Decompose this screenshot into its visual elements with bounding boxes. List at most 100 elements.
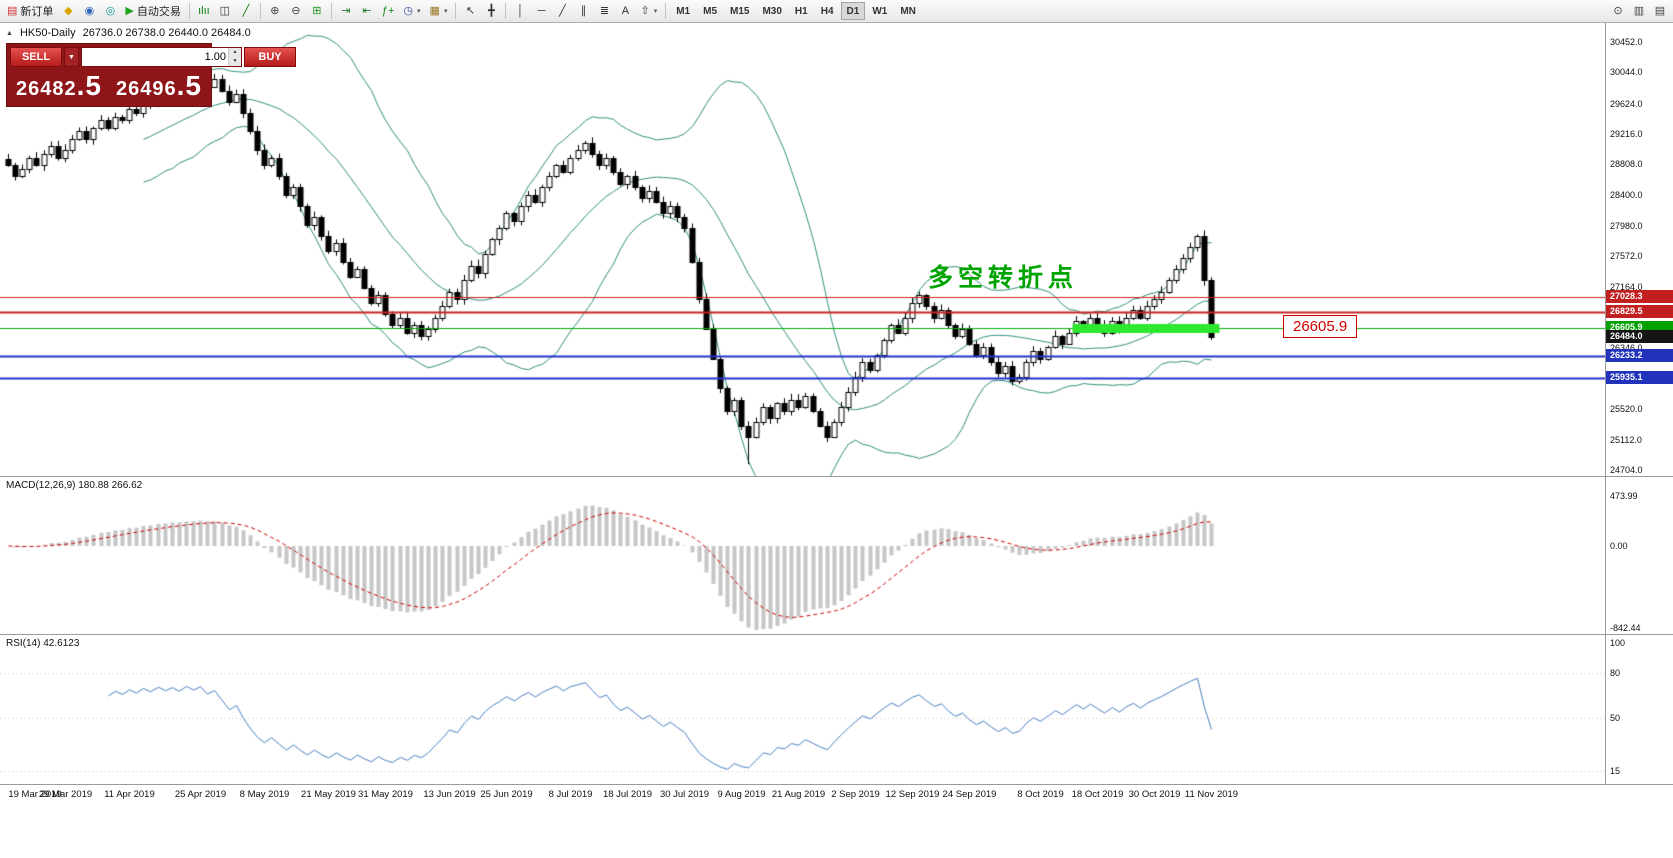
bar-chart-button[interactable]: ılıı [194,1,214,21]
tile-windows-button[interactable]: ⊞ [307,1,327,21]
timeframe-m5[interactable]: M5 [697,2,723,20]
chart-area: 30452.0 30044.0 29624.0 29216.0 28808.0 28400… [0,23,1673,804]
ohlc-values: 26736.0 26738.0 26440.0 26484.0 [82,27,251,39]
spinner-down-icon[interactable]: ▼ [229,57,241,66]
buy-button[interactable]: BUY [244,47,296,67]
spinner-up-icon[interactable]: ▲ [229,48,241,57]
toolbar-separator [665,3,667,19]
templates-icon: ▦ [429,4,440,17]
horizontal-line-button[interactable]: ─ [531,1,551,21]
date-axis-label: 29 Mar 2019 [38,789,93,800]
date-axis-label: 8 Oct 2019 [1017,789,1064,800]
price-axis-tick: 26346.0 [1610,342,1643,353]
tile-windows-icon: ⊞ [312,4,322,17]
toolbar-separator [188,3,190,19]
panel-toggle-button[interactable]: ▤ [1650,1,1670,21]
date-axis-label: 13 Jun 2019 [423,789,476,800]
sell-button[interactable]: SELL [10,47,62,67]
caret-down-icon: ▼ [68,53,75,61]
date-axis-label: 30 Oct 2019 [1128,789,1181,800]
cursor-button[interactable]: ↖ [460,1,480,21]
crosshair-button[interactable]: ╋ [481,1,501,21]
zoom-in-icon: ⊕ [270,4,280,17]
indicators-button[interactable]: ƒ+ [378,1,399,21]
chart-shift-button[interactable]: ⇤ [357,1,377,21]
date-axis: 19 Mar 2019 29 Mar 2019 11 Apr 2019 25 Apr … [0,784,1673,804]
candlestick-chart-canvas[interactable] [0,23,1605,476]
symbol-period-label: HK50-Daily [19,27,76,39]
arrows-button[interactable]: ⇧ ▾ [636,1,661,21]
zoom-out-button[interactable]: ⊖ [286,1,306,21]
trendline-button[interactable]: ╱ [552,1,572,21]
vertical-line-button[interactable]: │ [510,1,530,21]
crosshair-icon: ╋ [488,4,495,17]
equidistant-channel-icon: ∥ [580,4,587,17]
data-window-button[interactable]: ▥ [1629,1,1649,21]
zoom-in-button[interactable]: ⊕ [265,1,285,21]
horizontal-line-icon: ─ [537,4,546,17]
equidistant-channel-button[interactable]: ∥ [573,1,593,21]
price-axis-tick: 28400.0 [1610,189,1643,200]
timeframe-m30[interactable]: M30 [756,2,787,20]
chart-annotation-text[interactable]: 多空转折点 [928,264,1079,292]
search-icon: ⊙ [1613,4,1623,17]
volume-spinner: ▲ ▼ [228,48,241,66]
date-axis-label: 9 Aug 2019 [717,789,766,800]
price-axis-tick: 25112.0 [1610,434,1642,445]
toolbar-separator [455,3,457,19]
volume-input[interactable] [82,48,228,66]
price-tag: 25935.1 [1606,371,1673,385]
line-chart-button[interactable]: ╱ [236,1,256,21]
date-axis-label: 21 May 2019 [301,789,356,800]
new-order-button-label: 新订单 [20,6,54,18]
templates-button[interactable]: ▦ ▾ [426,1,452,21]
macd-axis-tick: 473.99 [1610,491,1638,502]
price-axis: 30452.0 30044.0 29624.0 29216.0 28808.0 28400… [1605,23,1673,476]
timeframe-h1[interactable]: H1 [789,2,814,20]
timeframe-h4[interactable]: H4 [815,2,840,20]
timeframe-m15[interactable]: M15 [724,2,755,20]
market-watch-button[interactable]: ◉ [79,1,99,21]
timeframe-m1[interactable]: M1 [670,2,696,20]
new-order-icon: ▤ [7,4,18,17]
rsi-label: RSI(14) 42.6123 [6,638,80,649]
macd-axis-tick: 0.00 [1610,541,1628,551]
caret-down-icon: ▾ [417,8,421,15]
price-callout-label[interactable]: 26605.9 [1283,315,1358,339]
auto-scroll-button[interactable]: ⇥ [336,1,356,21]
trade-controls-row: SELL ▼ ▲ ▼ BUY [10,47,296,67]
panel-toggle-icon: ▤ [1654,4,1666,17]
bar-chart-icon: ılıı [198,4,210,17]
auto-trading-icon: ▶ [125,4,134,17]
timeframe-mn[interactable]: MN [894,2,922,20]
text-label-button[interactable]: A [615,1,635,21]
toolbar-separator [259,3,261,19]
toolbar-separator [505,3,507,19]
chart-window-button[interactable]: ◆ [58,1,78,21]
periods-button[interactable]: ◷ ▾ [399,1,424,21]
volume-box: ▲ ▼ [81,47,242,67]
macd-chart-canvas[interactable] [0,477,1605,634]
caret-down-icon: ▾ [443,8,448,15]
rsi-axis-tick: 50 [1610,713,1621,723]
news-button[interactable]: ◎ [100,1,120,21]
sell-options-dropdown[interactable]: ▼ [64,47,79,67]
caret-down-icon: ▾ [653,8,658,15]
date-axis-label: 11 Nov 2019 [1184,789,1239,800]
macd-panel: 473.99 0.00 -842.44 MACD(12,26,9) 180.88 2… [0,476,1673,634]
new-order-button[interactable]: ▤ 新订单 [3,1,57,21]
rsi-chart-canvas[interactable] [0,635,1605,784]
auto-trading-button[interactable]: ▶ 自动交易 [121,1,184,21]
price-axis-tick: 28808.0 [1610,159,1643,170]
fibonacci-button[interactable]: ≣ [594,1,614,21]
date-axis-label: 25 Jun 2019 [480,789,533,800]
date-axis-label: 25 Apr 2019 [174,789,227,800]
search-button[interactable]: ⊙ [1608,1,1628,21]
price-tag: 27028.3 [1606,289,1673,303]
chart-window-icon: ◆ [64,4,73,17]
periods-icon: ◷ [403,4,414,17]
timeframe-d1[interactable]: D1 [840,2,866,20]
candlestick-chart-button[interactable]: ◫ [215,1,235,21]
data-window-icon: ▥ [1633,4,1645,17]
timeframe-w1[interactable]: W1 [866,2,893,20]
